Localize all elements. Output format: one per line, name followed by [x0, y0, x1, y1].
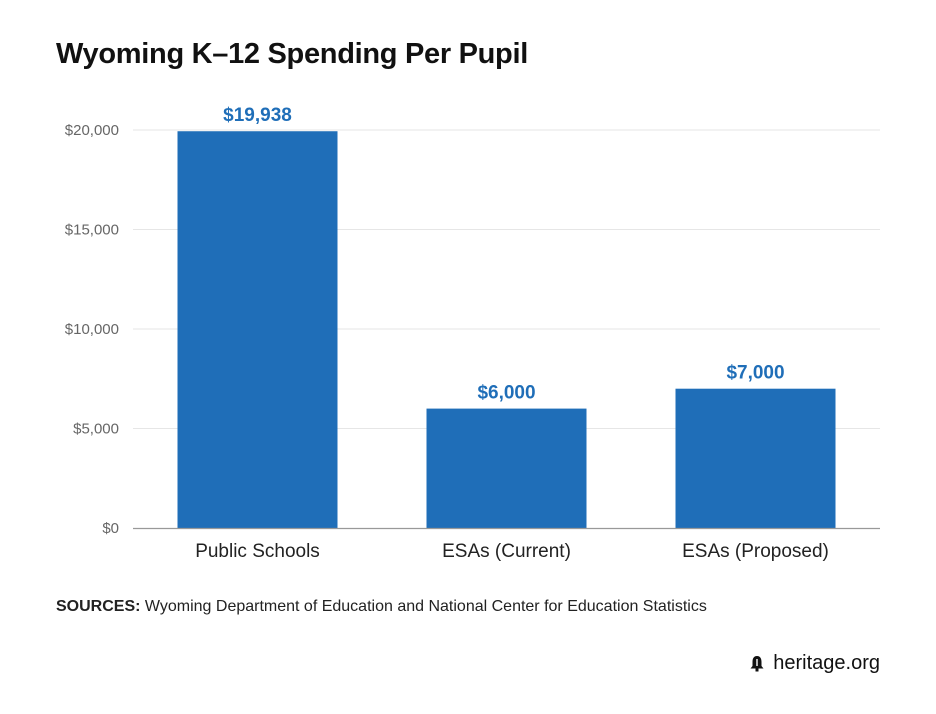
x-category-label: Public Schools [195, 541, 320, 562]
source-note: SOURCES: Wyoming Department of Education… [56, 598, 707, 616]
bar [177, 131, 338, 528]
y-tick-label: $10,000 [65, 321, 119, 338]
bar-value-label: $7,000 [726, 363, 784, 384]
bar-value-label: $6,000 [477, 383, 535, 404]
bar [675, 388, 836, 528]
bar [426, 408, 587, 528]
source-text: Wyoming Department of Education and Nati… [140, 598, 707, 615]
y-tick-label: $0 [102, 520, 119, 537]
chart-title: Wyoming K–12 Spending Per Pupil [56, 38, 528, 70]
bar-value-label: $19,938 [223, 105, 292, 126]
y-tick-label: $5,000 [73, 421, 119, 438]
brand-text: heritage.org [773, 652, 880, 674]
source-label: SOURCES: [56, 598, 141, 615]
liberty-bell-icon [750, 656, 764, 672]
x-category-label: ESAs (Current) [442, 541, 571, 562]
x-category-label: ESAs (Proposed) [682, 541, 829, 562]
brand-mark: heritage.org [749, 652, 880, 675]
y-tick-label: $20,000 [65, 122, 119, 139]
y-tick-label: $15,000 [65, 222, 119, 239]
